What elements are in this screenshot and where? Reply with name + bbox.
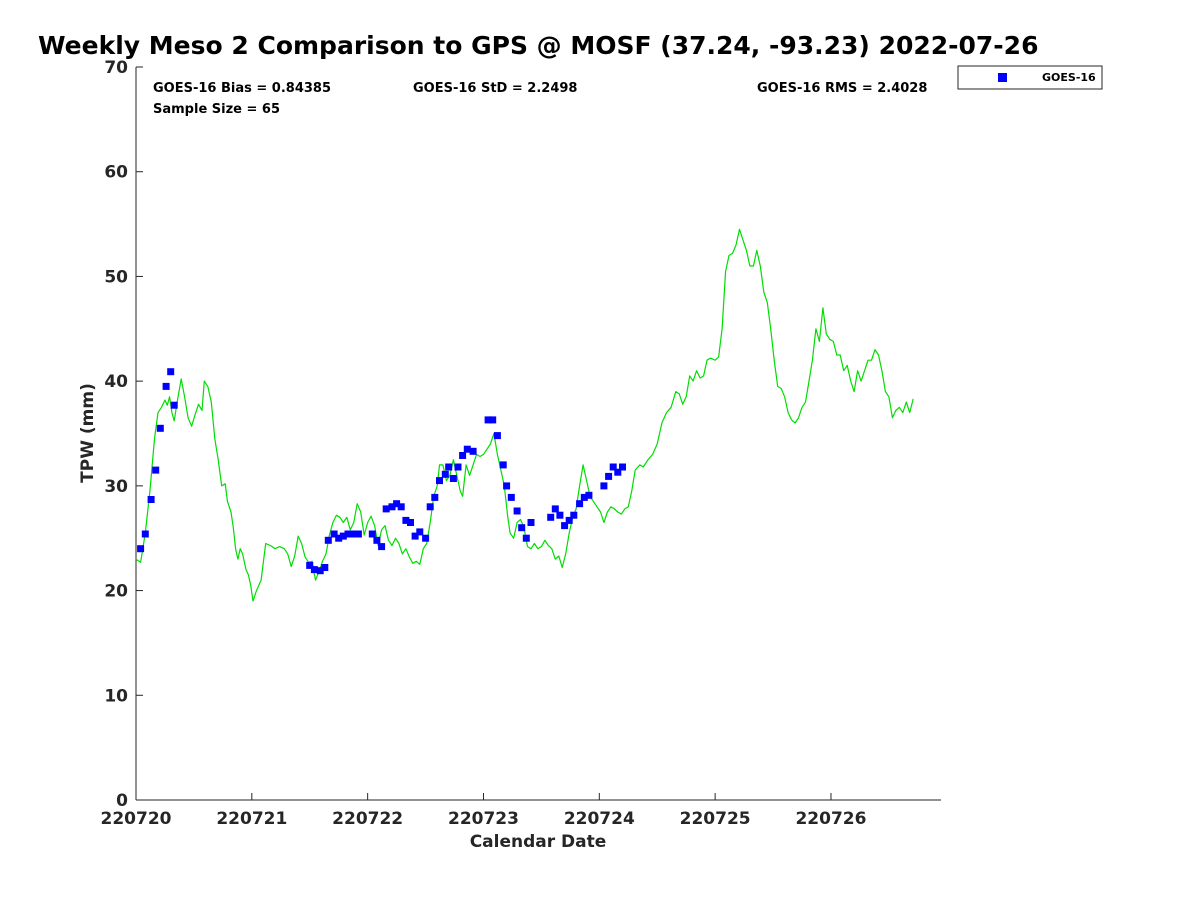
- goes16-data-point: [426, 503, 434, 511]
- chart-title: Weekly Meso 2 Comparison to GPS @ MOSF (…: [38, 31, 1038, 60]
- goes16-data-point: [339, 532, 347, 540]
- goes16-data-point: [484, 416, 492, 424]
- goes16-data-point: [449, 475, 457, 482]
- goes16-data-point: [527, 519, 535, 526]
- goes16-data-point: [137, 545, 145, 553]
- goes16-data-point: [614, 468, 622, 476]
- y-tick-label: 40: [104, 372, 128, 392]
- goes16-data-point: [382, 505, 390, 513]
- y-tick-label: 70: [104, 58, 128, 78]
- x-ticks: 220720 220721 220722 220723 220724 220725 2207…: [101, 793, 866, 829]
- goes16-data-point: [393, 500, 401, 508]
- goes16-data-point: [454, 463, 462, 471]
- goes16-data-point: [388, 503, 396, 511]
- y-tick-label: 30: [104, 477, 128, 497]
- y-axis-label: TPW (mm): [78, 383, 98, 483]
- goes16-data-point: [507, 493, 515, 501]
- stat-bias: GOES-16 Bias = 0.84385: [153, 81, 331, 96]
- goes16-data-point: [147, 496, 155, 503]
- goes16-data-point: [162, 382, 170, 390]
- goes16-data-point: [349, 530, 357, 538]
- goes16-data-point: [580, 493, 588, 501]
- goes16-data-point: [416, 528, 424, 536]
- x-tick-label: 220721: [216, 809, 287, 829]
- goes16-data-point: [551, 505, 559, 513]
- goes16-data-point: [152, 466, 160, 474]
- goes16-data-point: [431, 493, 439, 501]
- goes16-data-point: [605, 472, 613, 480]
- goes16-data-point: [170, 401, 178, 409]
- x-tick-label: 220724: [564, 809, 635, 829]
- legend-label-goes16: GOES-16: [1042, 71, 1096, 84]
- goes16-data-point: [141, 530, 149, 538]
- y-ticks: 0 10 20 30 40 50 60 70: [104, 58, 143, 811]
- goes16-data-point: [463, 445, 471, 453]
- goes16-data-point: [518, 524, 526, 532]
- goes16-data-point: [489, 416, 497, 424]
- goes16-data-point: [576, 500, 584, 508]
- goes16-data-point: [344, 530, 352, 538]
- y-tick-label: 20: [104, 582, 128, 602]
- goes16-data-point: [167, 368, 175, 376]
- goes16-data-point: [411, 532, 419, 540]
- y-tick-label: 0: [116, 791, 128, 811]
- goes16-data-point: [503, 482, 511, 490]
- goes16-data-point: [402, 516, 410, 524]
- goes16-data-point: [585, 491, 593, 499]
- goes16-data-point: [324, 536, 332, 544]
- goes16-data-point: [499, 461, 507, 469]
- goes16-data-point: [469, 447, 477, 455]
- goes16-data-point: [373, 536, 381, 544]
- legend: GOES-16: [957, 65, 1103, 90]
- goes16-data-point: [378, 543, 386, 551]
- goes16-data-point: [368, 530, 376, 538]
- goes16-data-point: [354, 530, 362, 538]
- x-axis-label: Calendar Date: [470, 832, 607, 852]
- plot-background: [136, 67, 941, 800]
- goes16-data-point: [422, 534, 430, 542]
- goes16-data-point: [547, 513, 555, 521]
- x-tick-label: 220726: [795, 809, 866, 829]
- goes16-data-point: [436, 477, 443, 485]
- x-tick-label: 220725: [680, 809, 751, 829]
- legend-box: [957, 65, 1103, 90]
- goes16-data-point: [570, 511, 578, 519]
- stat-sample-size: Sample Size = 65: [153, 102, 280, 117]
- stat-rms: GOES-16 RMS = 2.4028: [757, 81, 927, 96]
- goes16-data-point: [565, 516, 573, 524]
- goes16-data-point: [321, 564, 329, 571]
- goes16-data-point: [459, 452, 467, 459]
- goes16-data-point: [619, 463, 626, 471]
- y-tick-label: 50: [104, 267, 128, 287]
- y-tick-label: 60: [104, 163, 128, 183]
- goes16-data-point: [156, 424, 164, 432]
- gps-series-line: [135, 228, 914, 602]
- goes16-data-point: [330, 530, 338, 538]
- goes16-data-point: [335, 534, 343, 542]
- x-tick-label: 220723: [448, 809, 519, 829]
- goes16-data-point: [609, 463, 617, 471]
- goes16-data-point: [522, 534, 530, 542]
- goes16-data-point: [310, 566, 318, 574]
- goes16-data-point: [306, 561, 314, 569]
- stat-std: GOES-16 StD = 2.2498: [413, 81, 577, 96]
- goes16-data-point: [561, 522, 569, 530]
- goes16-data-point: [397, 503, 405, 511]
- plot-area: [135, 67, 941, 801]
- series-layer: [135, 228, 914, 602]
- goes16-data-point: [600, 482, 608, 490]
- x-tick-label: 220722: [332, 809, 403, 829]
- goes16-data-point: [556, 511, 564, 519]
- goes16-data-point: [441, 470, 449, 478]
- y-tick-label: 10: [104, 686, 128, 706]
- goes16-data-point: [407, 519, 414, 526]
- goes16-data-point: [513, 507, 521, 515]
- goes16-data-point: [316, 567, 324, 575]
- legend-marker-goes16: [998, 73, 1007, 82]
- goes16-data-point: [493, 432, 501, 440]
- goes16-data-point: [445, 463, 453, 471]
- x-tick-label: 220720: [101, 809, 172, 829]
